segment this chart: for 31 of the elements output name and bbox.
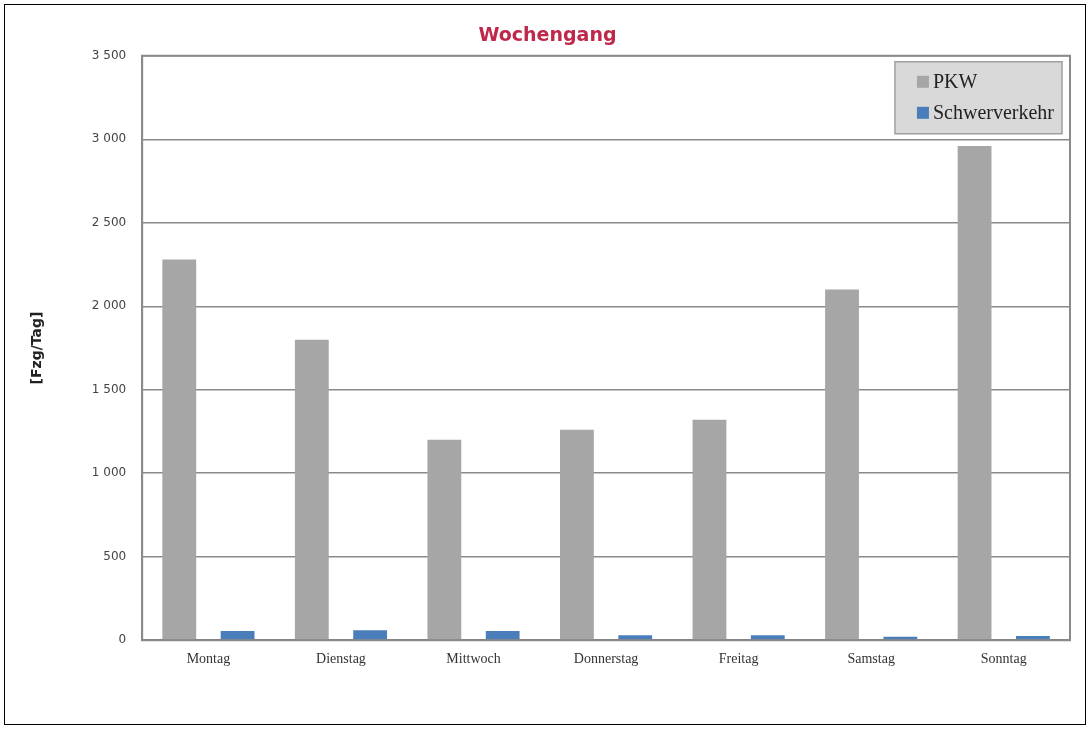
y-tick-label: 500 xyxy=(103,548,127,563)
bar xyxy=(618,635,653,640)
y-tick-label: 2 500 xyxy=(91,214,127,229)
y-axis-title: [Fzg/Tag] xyxy=(28,311,45,385)
bar xyxy=(560,429,594,640)
legend-label: Schwerverkehr xyxy=(932,101,1055,124)
bar xyxy=(162,259,197,640)
bar xyxy=(427,439,462,640)
y-tick-label: 0 xyxy=(118,632,127,647)
legend-label: PKW xyxy=(932,70,978,93)
y-tick-label: 1 000 xyxy=(91,465,127,480)
bar xyxy=(220,631,255,640)
x-tick-label: Freitag xyxy=(718,651,759,667)
bar xyxy=(353,630,388,640)
bar xyxy=(825,289,859,640)
x-tick-label: Mittwoch xyxy=(446,651,501,667)
x-tick-label: Samstag xyxy=(847,651,895,667)
y-tick-label: 2 000 xyxy=(91,298,127,313)
x-tick-label: Sonntag xyxy=(980,651,1027,667)
y-tick-label: 1 500 xyxy=(91,381,127,396)
x-tick-label: Donnerstag xyxy=(573,651,639,667)
bar xyxy=(294,339,329,640)
y-tick-label: 3 000 xyxy=(91,131,127,146)
bar xyxy=(957,145,992,640)
bar xyxy=(750,635,785,640)
y-tick-label: 3 500 xyxy=(91,47,127,62)
x-tick-label: Dienstag xyxy=(316,651,366,667)
chart-title: Wochengang xyxy=(478,23,617,46)
bar xyxy=(485,631,520,640)
x-tick-label: Montag xyxy=(186,651,231,667)
bar xyxy=(692,419,727,640)
